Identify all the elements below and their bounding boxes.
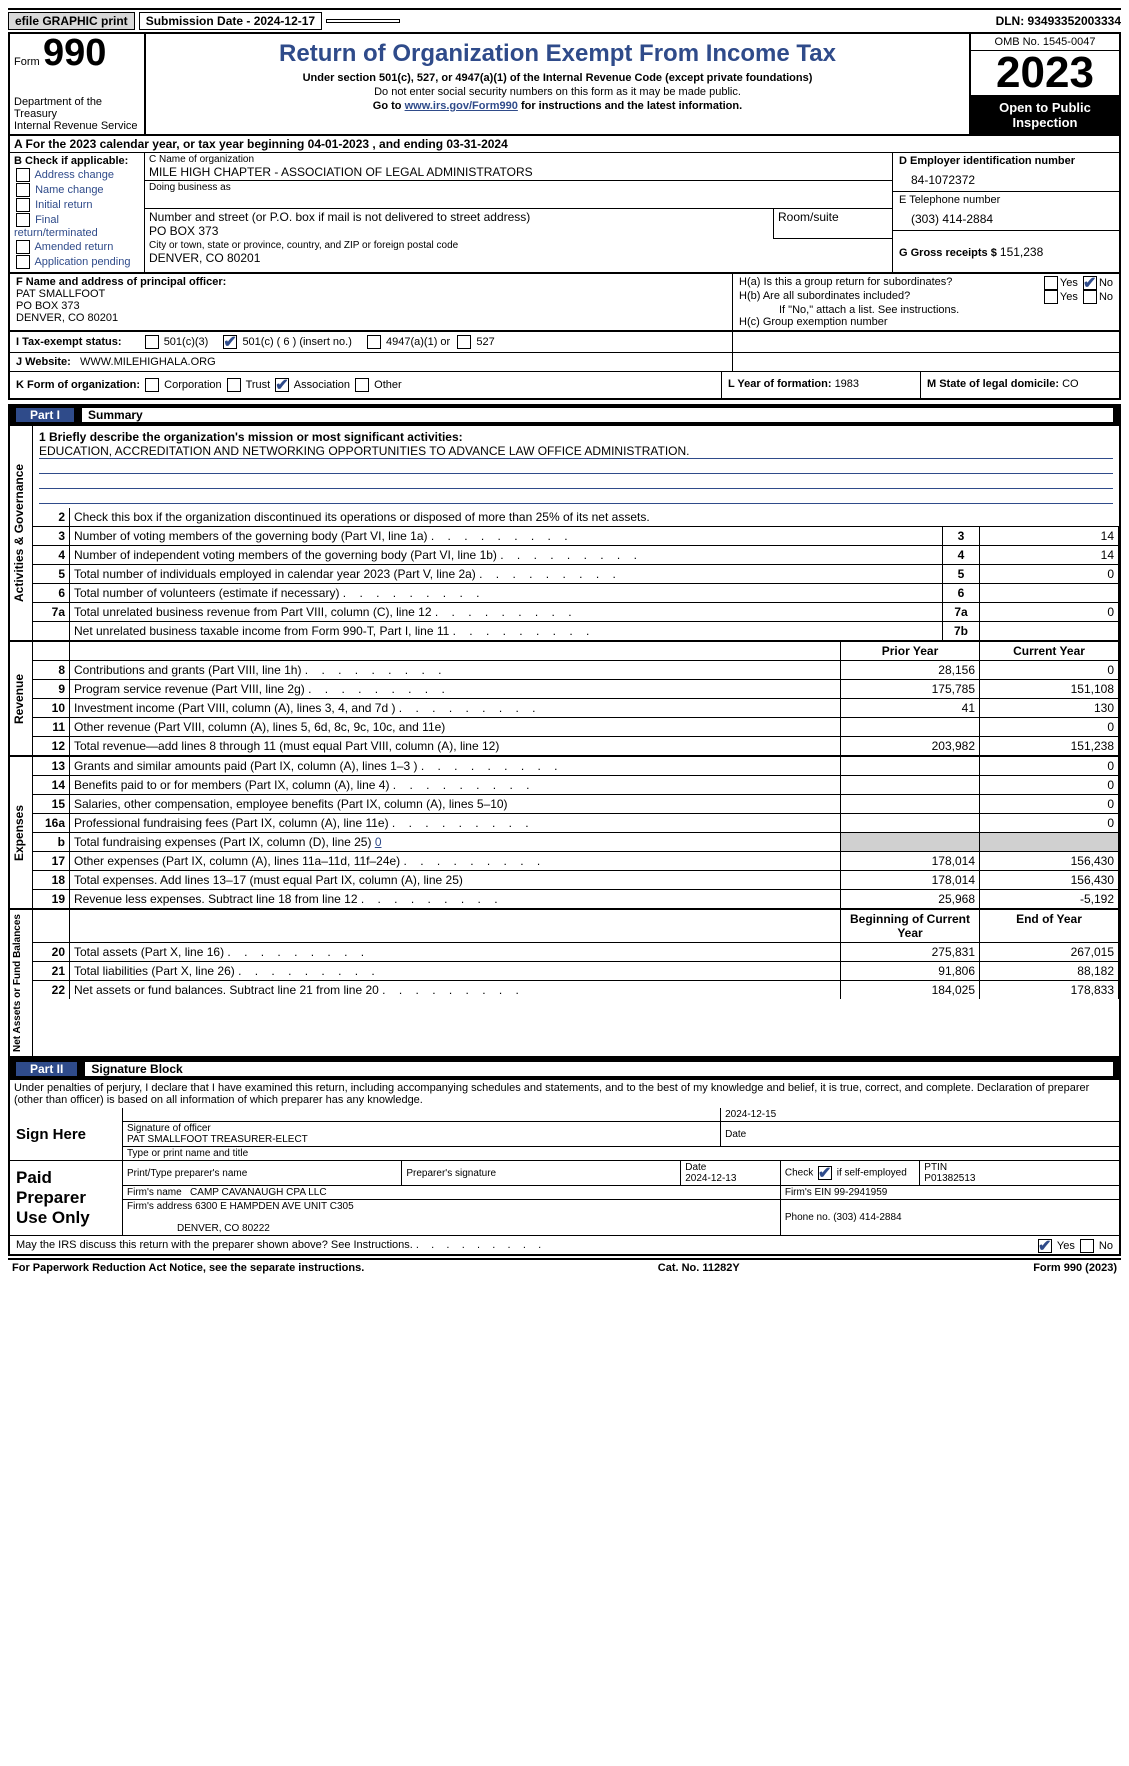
dln: DLN: 93493352003334 <box>996 14 1121 28</box>
subtitle-3: Go to www.irs.gov/Form990 for instructio… <box>152 100 963 112</box>
page-footer: For Paperwork Reduction Act Notice, see … <box>8 1258 1121 1276</box>
vlabel-governance: Activities & Governance <box>10 426 33 640</box>
box-b: B Check if applicable: Address change Na… <box>10 153 145 272</box>
footer-left: For Paperwork Reduction Act Notice, see … <box>12 1262 364 1274</box>
city: DENVER, CO 80201 <box>149 251 888 265</box>
top-toolbar: efile GRAPHIC print Submission Date - 20… <box>8 8 1121 34</box>
cb-name-change[interactable]: Name change <box>14 183 140 197</box>
mission-block: 1 Briefly describe the organization's mi… <box>33 426 1119 508</box>
gross-receipts: 151,238 <box>1000 245 1043 259</box>
vlabel-net-assets: Net Assets or Fund Balances <box>10 910 33 1056</box>
sign-here-label: Sign Here <box>10 1108 123 1160</box>
form-title: Return of Organization Exempt From Incom… <box>152 40 963 68</box>
cb-initial-return[interactable]: Initial return <box>14 198 140 212</box>
exp-table: 13Grants and similar amounts paid (Part … <box>33 757 1119 908</box>
street-label: Number and street (or P.O. box if mail i… <box>149 210 769 224</box>
officer-name: PAT SMALLFOOT <box>16 288 105 300</box>
open-to-public: Open to Public Inspection <box>971 96 1119 134</box>
subtitle-1: Under section 501(c), 527, or 4947(a)(1)… <box>152 72 963 84</box>
part-1-exp: Expenses 13Grants and similar amounts pa… <box>8 757 1121 910</box>
tel-label: E Telephone number <box>899 194 1113 206</box>
street: PO BOX 373 <box>149 224 769 238</box>
box-f: F Name and address of principal officer:… <box>10 274 733 330</box>
efile-print-button[interactable]: efile GRAPHIC print <box>8 12 135 30</box>
submission-date: Submission Date - 2024-12-17 <box>139 12 322 30</box>
form-prefix: Form <box>14 56 40 68</box>
part-1-rev: Revenue Prior YearCurrent Year 8Contribu… <box>8 642 1121 757</box>
rev-table: Prior YearCurrent Year 8Contributions an… <box>33 642 1119 755</box>
penalties-text: Under penalties of perjury, I declare th… <box>8 1080 1121 1108</box>
discuss-row: May the IRS discuss this return with the… <box>10 1236 1119 1254</box>
instructions-link[interactable]: www.irs.gov/Form990 <box>405 100 518 112</box>
blank-box <box>326 19 400 23</box>
gross-label: G Gross receipts $ <box>899 247 1000 259</box>
row-k: K Form of organization: Corporation Trus… <box>8 372 1121 400</box>
row-j: J Website: WWW.MILEHIGHALA.ORG <box>8 353 1121 372</box>
paid-preparer-label: Paid Preparer Use Only <box>10 1161 123 1235</box>
tax-year: 2023 <box>971 51 1119 96</box>
row-i: I Tax-exempt status: 501(c)(3) 501(c) ( … <box>8 332 1121 353</box>
subtitle-2: Do not enter social security numbers on … <box>152 86 963 98</box>
footer-right: Form 990 (2023) <box>1033 1262 1117 1274</box>
vlabel-revenue: Revenue <box>10 642 33 755</box>
room-label: Room/suite <box>774 209 892 239</box>
gov-table: 2Check this box if the organization disc… <box>33 508 1119 640</box>
section-fh: F Name and address of principal officer:… <box>8 274 1121 332</box>
org-name-label: C Name of organization <box>149 154 888 165</box>
ein-label: D Employer identification number <box>899 155 1075 167</box>
part-2-header: Part II Signature Block <box>8 1058 1121 1080</box>
form-header: Form 990 Department of the Treasury Inte… <box>8 34 1121 136</box>
website: WWW.MILEHIGHALA.ORG <box>80 356 216 368</box>
cb-final-return[interactable]: Final return/terminated <box>14 213 140 239</box>
cb-amended[interactable]: Amended return <box>14 240 140 254</box>
box-c: C Name of organization MILE HIGH CHAPTER… <box>145 153 892 272</box>
row-a-tax-year: A For the 2023 calendar year, or tax yea… <box>8 136 1121 153</box>
footer-center: Cat. No. 11282Y <box>658 1262 740 1274</box>
signature-block: Sign Here 2024-12-15 Signature of office… <box>8 1108 1121 1256</box>
part-1-net: Net Assets or Fund Balances Beginning of… <box>8 910 1121 1058</box>
vlabel-expenses: Expenses <box>10 757 33 908</box>
cb-app-pending[interactable]: Application pending <box>14 255 140 269</box>
officer-addr1: PO BOX 373 <box>16 300 80 312</box>
mission-text: EDUCATION, ACCREDITATION AND NETWORKING … <box>39 444 1113 459</box>
net-table: Beginning of Current YearEnd of Year 20T… <box>33 910 1119 999</box>
box-h: H(a) Is this a group return for subordin… <box>733 274 1119 330</box>
city-label: City or town, state or province, country… <box>149 240 888 251</box>
part-1-header: Part I Summary <box>8 404 1121 426</box>
officer-addr2: DENVER, CO 80201 <box>16 312 118 324</box>
section-bcd: B Check if applicable: Address change Na… <box>8 153 1121 274</box>
cb-address-change[interactable]: Address change <box>14 168 140 182</box>
part-1-gov: Activities & Governance 1 Briefly descri… <box>8 426 1121 642</box>
box-d: D Employer identification number 84-1072… <box>892 153 1119 272</box>
dba-label: Doing business as <box>149 182 888 193</box>
telephone: (303) 414-2884 <box>899 206 1113 228</box>
form-number: 990 <box>43 32 106 74</box>
ein: 84-1072372 <box>899 167 1113 189</box>
department: Department of the Treasury Internal Reve… <box>14 96 140 132</box>
org-name: MILE HIGH CHAPTER - ASSOCIATION OF LEGAL… <box>149 165 888 179</box>
